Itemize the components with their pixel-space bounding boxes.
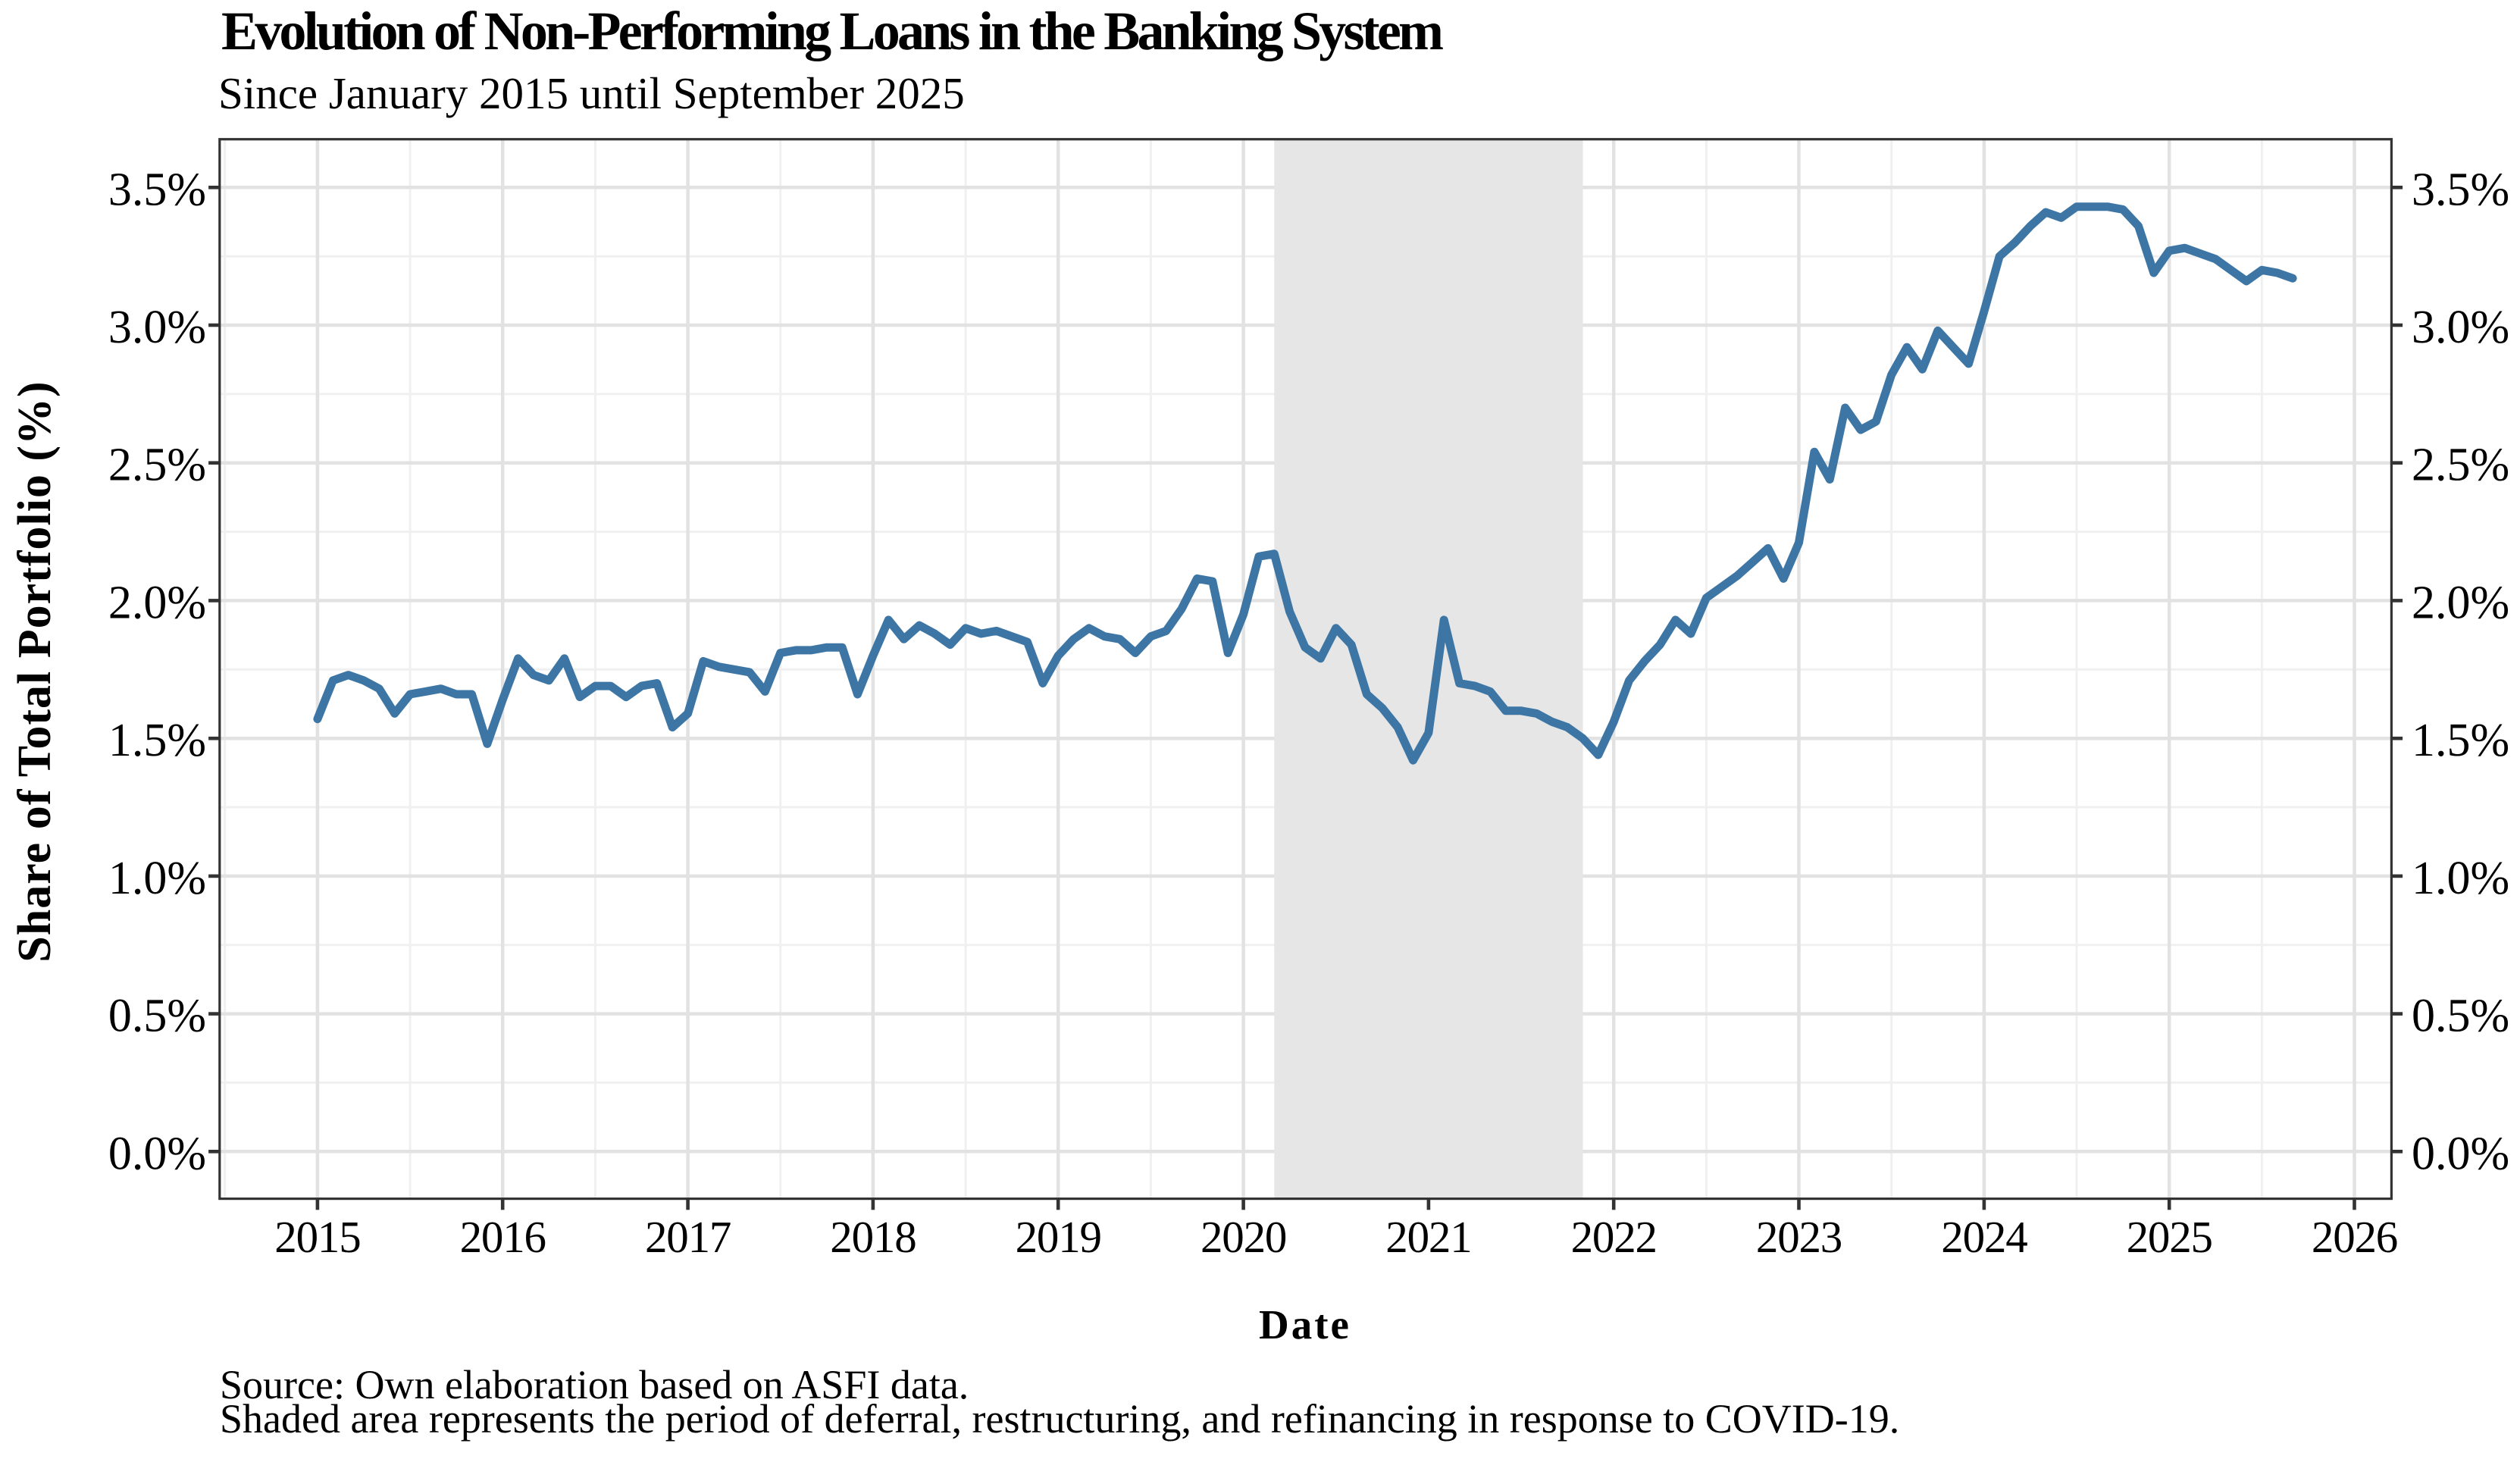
svg-text:Since January 2015 until Septe: Since January 2015 until September 2025 xyxy=(218,68,965,118)
svg-text:2.0%: 2.0% xyxy=(108,577,206,628)
svg-text:2015: 2015 xyxy=(274,1212,360,1262)
svg-text:Shaded area represents the per: Shaded area represents the period of def… xyxy=(220,1396,1899,1442)
svg-text:2022: 2022 xyxy=(1571,1212,1657,1262)
svg-text:3.0%: 3.0% xyxy=(2412,302,2509,353)
svg-text:Source: Own elaboration based: Source: Own elaboration based on ASFI da… xyxy=(220,1362,969,1407)
svg-text:1.0%: 1.0% xyxy=(2412,853,2509,904)
svg-text:2026: 2026 xyxy=(2312,1212,2397,1262)
svg-text:0.5%: 0.5% xyxy=(108,991,206,1042)
svg-text:1.0%: 1.0% xyxy=(108,853,206,904)
svg-text:2017: 2017 xyxy=(645,1212,731,1262)
svg-text:2.5%: 2.5% xyxy=(2412,440,2509,491)
svg-text:Date: Date xyxy=(1259,1301,1351,1348)
svg-text:3.0%: 3.0% xyxy=(108,302,206,353)
svg-text:2020: 2020 xyxy=(1201,1212,1286,1262)
svg-text:3.5%: 3.5% xyxy=(2412,164,2509,215)
svg-text:0.0%: 0.0% xyxy=(108,1128,206,1179)
svg-text:2.5%: 2.5% xyxy=(108,440,206,491)
svg-text:2024: 2024 xyxy=(1941,1212,2027,1262)
svg-text:2021: 2021 xyxy=(1385,1212,1471,1262)
svg-text:2016: 2016 xyxy=(460,1212,546,1262)
svg-text:Evolution of Non-Performing Lo: Evolution of Non-Performing Loans in the… xyxy=(221,1,1443,61)
svg-text:Share of Total Portfolio (%): Share of Total Portfolio (%) xyxy=(9,380,61,962)
svg-text:2.0%: 2.0% xyxy=(2412,577,2509,628)
svg-text:0.5%: 0.5% xyxy=(2412,991,2509,1042)
svg-text:2023: 2023 xyxy=(1756,1212,1842,1262)
svg-text:2025: 2025 xyxy=(2127,1212,2212,1262)
svg-text:1.5%: 1.5% xyxy=(108,715,206,766)
svg-text:2019: 2019 xyxy=(1016,1212,1101,1262)
svg-text:0.0%: 0.0% xyxy=(2412,1128,2509,1179)
svg-text:1.5%: 1.5% xyxy=(2412,715,2509,766)
svg-text:2018: 2018 xyxy=(830,1212,916,1262)
svg-text:3.5%: 3.5% xyxy=(108,164,206,215)
